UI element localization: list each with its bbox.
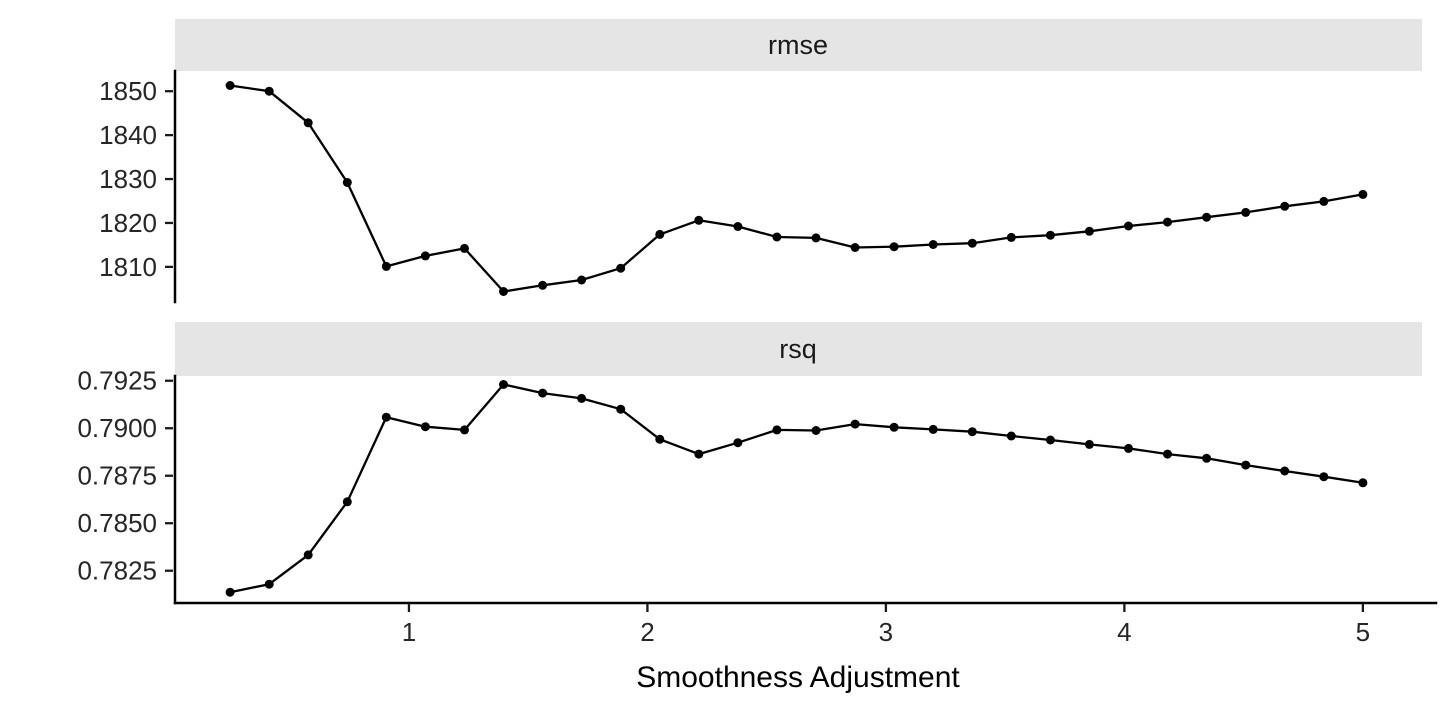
data-point <box>381 261 391 271</box>
data-point <box>225 587 235 597</box>
data-point <box>616 263 626 273</box>
x-ticks: 1 2 3 4 5 <box>402 604 1370 647</box>
data-point <box>1280 201 1290 211</box>
data-point <box>342 178 352 187</box>
facet-strip-rsq <box>175 322 1422 376</box>
data-point <box>460 425 469 435</box>
x-tick-label: 2 <box>640 617 654 647</box>
data-point <box>889 242 899 252</box>
data-point <box>694 215 704 225</box>
data-point <box>1084 226 1094 236</box>
x-tick-label: 5 <box>1356 617 1370 647</box>
data-point <box>655 229 665 239</box>
panel-rmse: rmse 1850 1840 1830 1820 1810 <box>99 19 1422 304</box>
data-point <box>1006 232 1016 242</box>
data-point <box>733 438 743 448</box>
x-axis-title: Smoothness Adjustment <box>636 661 960 694</box>
data-point <box>1163 449 1172 459</box>
y-ticks-rmse: 1850 1840 1830 1820 1810 <box>99 76 173 282</box>
data-point <box>1319 472 1329 482</box>
y-tick-label: 1830 <box>99 164 157 194</box>
data-point <box>850 243 860 252</box>
data-point <box>889 422 899 432</box>
panel-rsq: rsq 0.7925 0.7900 0.7875 0.7850 0.7825 <box>77 322 1422 605</box>
x-tick-label: 1 <box>402 617 416 647</box>
data-point <box>264 579 274 589</box>
data-point <box>420 251 430 261</box>
data-point <box>733 222 743 231</box>
y-tick-label: 0.7900 <box>77 413 157 443</box>
series-rsq <box>225 380 1368 597</box>
y-tick-label: 0.7850 <box>77 508 157 538</box>
y-tick-label: 0.7875 <box>77 461 157 491</box>
y-tick-label: 0.7825 <box>77 556 157 586</box>
data-point <box>499 287 508 296</box>
data-point <box>225 81 235 90</box>
x-tick-label: 4 <box>1117 617 1131 647</box>
data-point <box>1358 478 1368 488</box>
y-tick-label: 1840 <box>99 120 157 150</box>
series-line-rsq <box>229 383 1364 594</box>
facet-title-rsq: rsq <box>779 334 817 364</box>
data-point <box>967 238 977 248</box>
facet-strip-rmse <box>175 19 1422 71</box>
data-point <box>811 233 821 243</box>
data-point <box>1202 453 1212 463</box>
data-point <box>342 497 352 507</box>
series-line-rmse <box>229 84 1364 293</box>
data-point <box>1045 230 1055 240</box>
data-point <box>811 426 821 435</box>
data-point <box>1241 207 1251 217</box>
data-point <box>1241 460 1251 470</box>
data-point <box>928 240 938 249</box>
data-point <box>967 427 977 437</box>
data-point <box>264 86 274 96</box>
data-point <box>772 232 782 242</box>
y-tick-label: 0.7925 <box>77 366 157 396</box>
data-point <box>1006 431 1016 441</box>
data-point <box>538 388 548 398</box>
data-point <box>460 243 469 253</box>
data-point <box>616 404 626 414</box>
y-tick-label: 1810 <box>99 252 157 282</box>
data-point <box>655 434 665 444</box>
data-point <box>1202 212 1212 222</box>
y-tick-label: 1850 <box>99 76 157 106</box>
series-rmse <box>225 81 1368 296</box>
data-point <box>577 275 587 285</box>
data-point <box>1045 435 1055 445</box>
data-point <box>499 380 508 389</box>
data-point <box>928 424 938 434</box>
x-tick-label: 3 <box>879 617 893 647</box>
data-point <box>694 449 704 459</box>
data-point <box>420 422 430 432</box>
data-point <box>1319 196 1329 206</box>
data-point <box>303 550 313 560</box>
facet-title-rmse: rmse <box>768 30 828 60</box>
data-point <box>577 393 587 403</box>
data-point <box>1163 217 1172 227</box>
data-point <box>1084 439 1094 449</box>
y-ticks-rsq: 0.7925 0.7900 0.7875 0.7850 0.7825 <box>77 366 173 586</box>
data-point <box>1124 221 1133 231</box>
data-point <box>1124 443 1133 453</box>
data-point <box>772 425 782 435</box>
y-tick-label: 1820 <box>99 208 157 238</box>
data-point <box>850 419 860 429</box>
data-point <box>1280 466 1290 476</box>
data-point <box>538 280 548 290</box>
data-point <box>381 412 391 422</box>
x-axis: 1 2 3 4 5 <box>173 601 1438 647</box>
data-point <box>303 118 313 128</box>
data-point <box>1358 189 1368 199</box>
